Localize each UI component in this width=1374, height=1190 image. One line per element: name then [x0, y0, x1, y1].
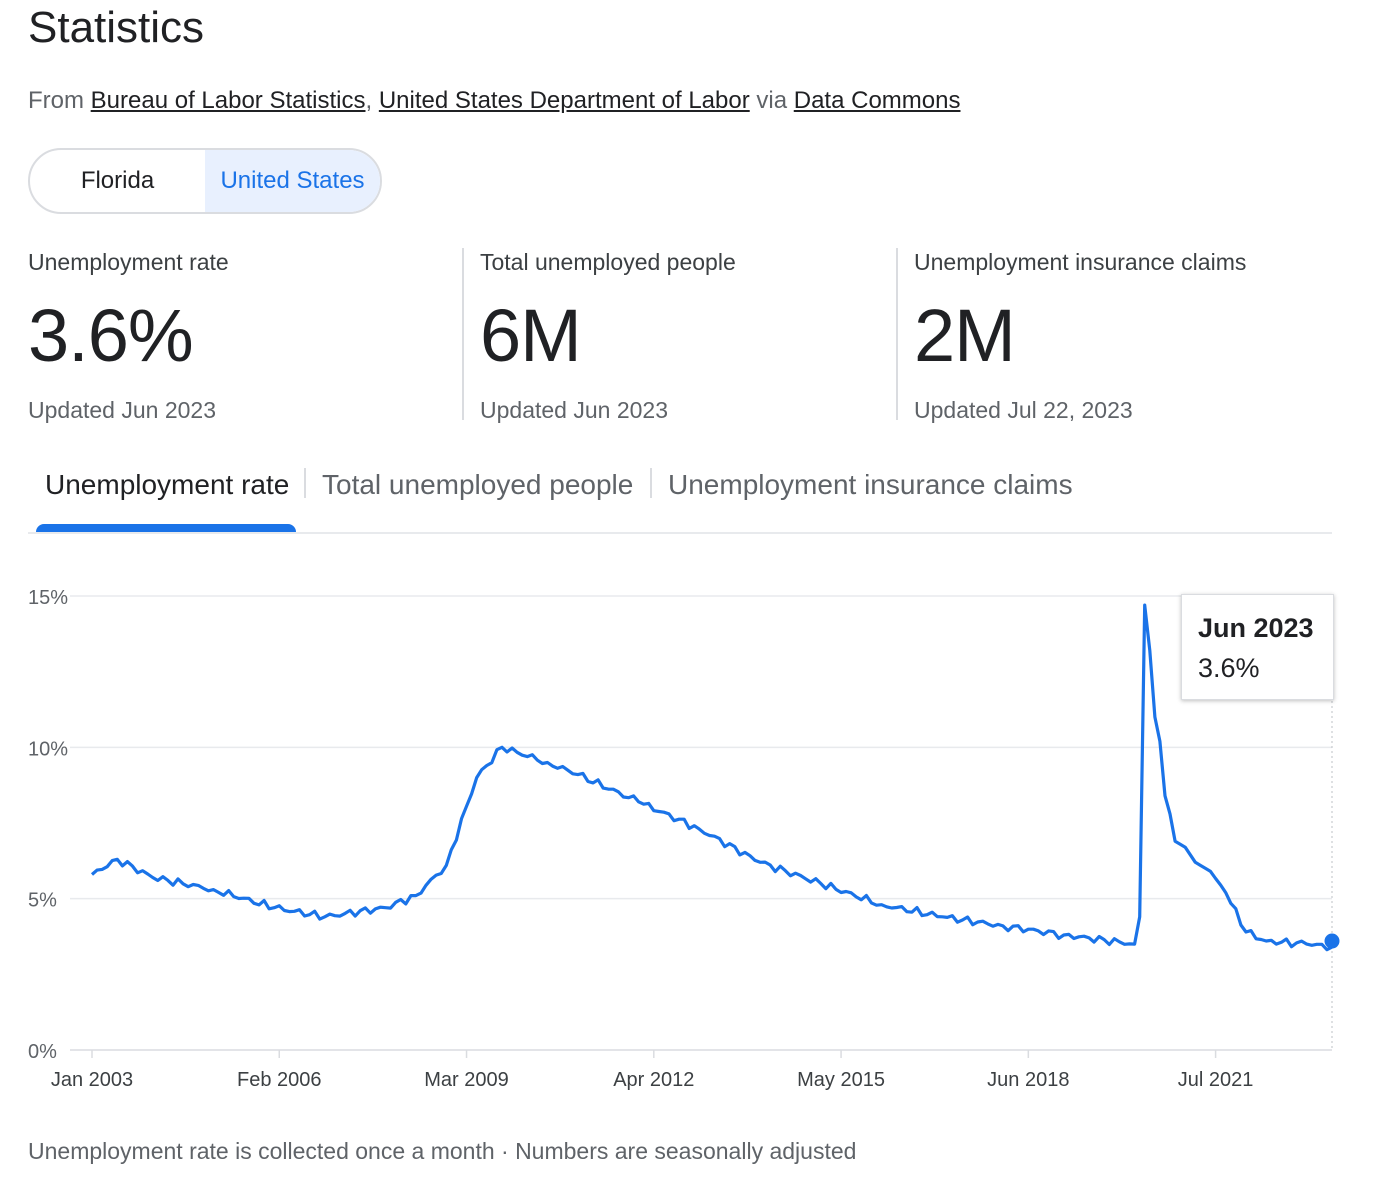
stat-card-insurance-claims: Unemployment insurance claims 2M Updated… — [896, 248, 1334, 423]
tab-separator — [650, 468, 652, 498]
tooltip-value: 3.6% — [1198, 653, 1260, 683]
tooltip-date: Jun 2023 — [1198, 613, 1314, 643]
active-tab-indicator — [36, 524, 296, 532]
unemployment-line-chart[interactable]: 0% 5% 10% 15% Jan 2003 Feb 2006 Mar 2009 Apr 20… — [0, 560, 1374, 1100]
highlight-point — [1324, 933, 1340, 949]
source-line: From Bureau of Labor Statistics, United … — [28, 86, 960, 116]
source-via: via — [756, 87, 788, 114]
x-tick-label: Feb 2006 — [237, 1069, 322, 1091]
region-option-united-states[interactable]: United States — [205, 150, 380, 212]
stat-card-total-unemployed: Total unemployed people 6M Updated Jun 2… — [462, 248, 880, 423]
page-title: Statistics — [28, 3, 205, 52]
chart-footnote: Unemployment rate is collected once a mo… — [28, 1138, 857, 1164]
x-tick-label: Apr 2012 — [613, 1069, 694, 1091]
stat-updated: Updated Jun 2023 — [28, 397, 216, 423]
stat-updated: Updated Jul 22, 2023 — [914, 397, 1133, 423]
x-tick-label: May 2015 — [797, 1069, 885, 1091]
x-tick-label: Jun 2018 — [987, 1069, 1069, 1091]
stat-label: Unemployment insurance claims — [914, 249, 1247, 275]
stat-label: Total unemployed people — [480, 249, 736, 275]
series-line-unemployment-rate — [90, 603, 1333, 952]
source-link-data-commons[interactable]: Data Commons — [793, 87, 961, 114]
tab-unemployment-rate[interactable]: Unemployment rate — [45, 469, 290, 500]
stat-card-unemployment-rate: Unemployment rate 3.6% Updated Jun 2023 — [28, 248, 448, 423]
source-separator: , — [365, 87, 373, 114]
y-tick-label: 5% — [28, 890, 57, 912]
source-link-dol[interactable]: United States Department of Labor — [378, 87, 750, 114]
source-prefix: From — [28, 87, 84, 114]
region-option-florida[interactable]: Florida — [80, 167, 155, 194]
stat-updated: Updated Jun 2023 — [480, 397, 668, 423]
stat-value: 6M — [480, 294, 582, 377]
x-tick-label: Jul 2021 — [1178, 1069, 1254, 1091]
chart-tabs: Unemployment rate Total unemployed peopl… — [28, 460, 1332, 534]
x-tick-label: Mar 2009 — [424, 1069, 509, 1091]
tab-total-unemployed-people[interactable]: Total unemployed people — [322, 469, 634, 500]
y-tick-label: 10% — [28, 738, 68, 760]
chart-tooltip: Jun 2023 3.6% — [1181, 594, 1334, 700]
x-tick-label: Jan 2003 — [51, 1069, 133, 1091]
source-link-bls[interactable]: Bureau of Labor Statistics — [90, 87, 366, 114]
region-toggle: Florida United States — [28, 148, 382, 214]
stat-value: 3.6% — [28, 294, 194, 377]
tab-separator — [304, 468, 306, 498]
stat-value: 2M — [914, 294, 1016, 377]
stat-label: Unemployment rate — [28, 249, 229, 275]
y-tick-label: 15% — [28, 587, 68, 609]
y-tick-label: 0% — [28, 1041, 57, 1063]
tab-unemployment-insurance-claims[interactable]: Unemployment insurance claims — [668, 469, 1073, 500]
